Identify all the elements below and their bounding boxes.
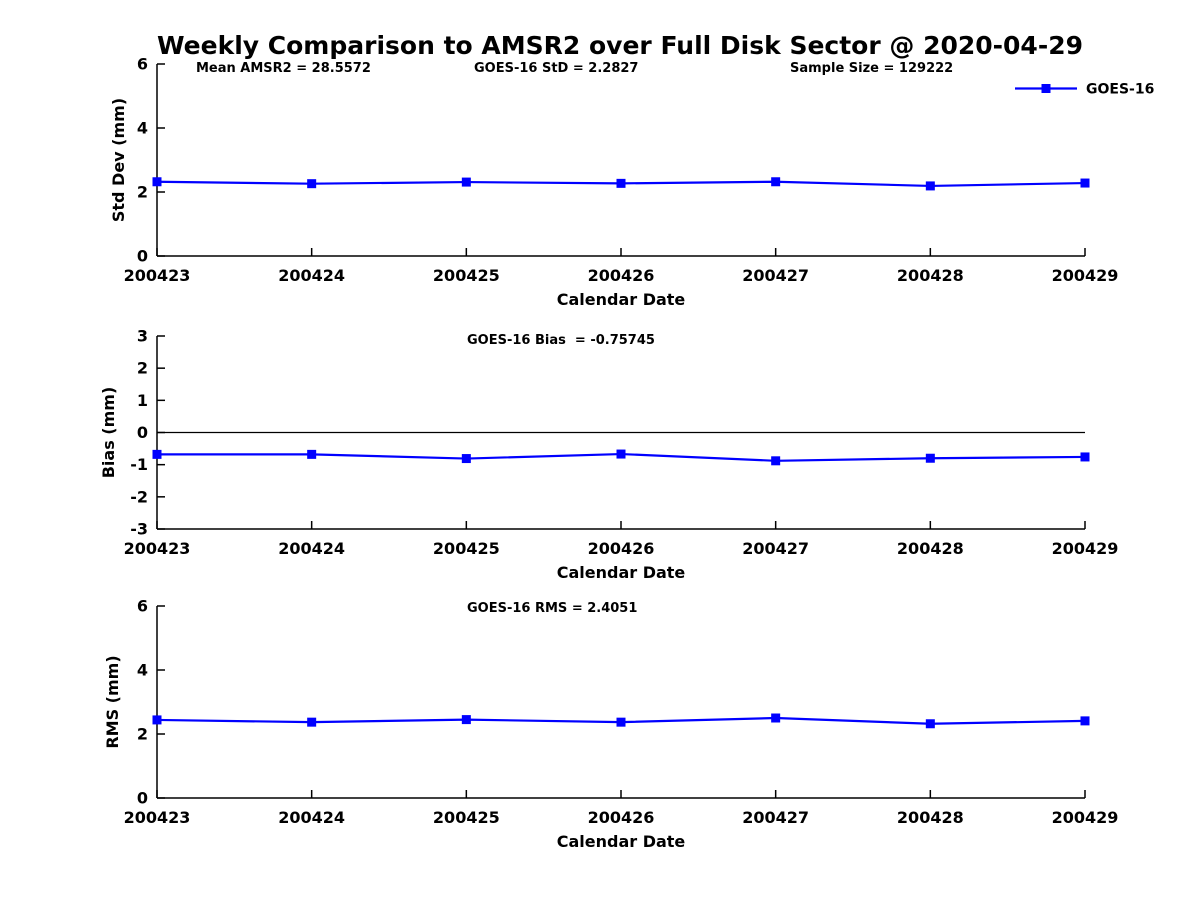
x-axis-title: Calendar Date — [557, 563, 686, 582]
y-tick-label: 2 — [137, 183, 148, 202]
x-tick-label: 200424 — [278, 808, 345, 827]
data-point-marker — [616, 717, 626, 727]
x-tick-label: 200426 — [588, 266, 655, 285]
x-tick-label: 200425 — [433, 266, 500, 285]
data-point-marker — [461, 715, 471, 725]
y-tick-label: 6 — [137, 55, 148, 74]
figure-title: Weekly Comparison to AMSR2 over Full Dis… — [156, 31, 1083, 60]
data-point-marker — [307, 449, 317, 459]
data-point-marker — [1080, 716, 1090, 726]
x-tick-label: 200428 — [897, 539, 964, 558]
data-point-marker — [1080, 178, 1090, 188]
x-tick-label: 200425 — [433, 808, 500, 827]
y-tick-label: 2 — [137, 725, 148, 744]
y-axis-title: Bias (mm) — [99, 387, 118, 479]
data-point-marker — [925, 453, 935, 463]
data-point-marker — [616, 449, 626, 459]
y-tick-label: 3 — [137, 327, 148, 346]
y-tick-label: -2 — [130, 487, 148, 506]
x-tick-label: 200427 — [742, 539, 809, 558]
x-tick-label: 200426 — [588, 539, 655, 558]
y-tick-label: 4 — [137, 119, 148, 138]
data-point-marker — [771, 713, 781, 723]
stat-annotation: GOES-16 Bias = -0.75745 — [467, 333, 655, 348]
y-tick-label: 0 — [137, 423, 148, 442]
y-tick-label: -1 — [130, 455, 148, 474]
stat-annotation: GOES-16 StD = 2.2827 — [474, 61, 638, 76]
y-tick-label: 4 — [137, 661, 148, 680]
x-tick-label: 200427 — [742, 266, 809, 285]
x-tick-label: 200424 — [278, 266, 345, 285]
x-tick-label: 200423 — [124, 266, 191, 285]
x-tick-label: 200429 — [1052, 539, 1119, 558]
legend-marker-icon — [1041, 84, 1051, 93]
subplot-bias: -3 -2 -1 0 1 2 3 200423 200424 200425 200426 200427… — [99, 327, 1118, 583]
data-point-marker — [307, 179, 317, 189]
y-axis-title: Std Dev (mm) — [109, 98, 128, 222]
x-tick-label: 200423 — [124, 539, 191, 558]
x-tick-label: 200425 — [433, 539, 500, 558]
data-point-marker — [925, 719, 935, 729]
y-axis-title: RMS (mm) — [103, 655, 122, 748]
subplot-rms: 0 2 4 6 200423 200424 200425 200426 200427 200428… — [103, 597, 1118, 852]
x-tick-label: 200428 — [897, 266, 964, 285]
y-tick-label: -3 — [130, 520, 148, 539]
stat-annotation: Sample Size = 129222 — [790, 61, 953, 76]
data-point-marker — [1080, 452, 1090, 462]
data-point-marker — [152, 177, 162, 187]
x-tick-label: 200428 — [897, 808, 964, 827]
x-tick-label: 200424 — [278, 539, 345, 558]
x-tick-label: 200423 — [124, 808, 191, 827]
x-tick-label: 200426 — [588, 808, 655, 827]
data-point-marker — [771, 177, 781, 187]
y-tick-label: 0 — [137, 247, 148, 266]
legend-label: GOES-16 — [1086, 82, 1154, 98]
x-axis-title: Calendar Date — [557, 290, 686, 309]
legend: GOES-16 — [1015, 82, 1154, 98]
y-tick-label: 1 — [137, 391, 148, 410]
data-point-marker — [616, 178, 626, 188]
y-tick-label: 2 — [137, 359, 148, 378]
data-point-marker — [152, 715, 162, 725]
data-point-marker — [925, 181, 935, 191]
y-tick-label: 6 — [137, 597, 148, 616]
x-axis-title: Calendar Date — [557, 832, 686, 851]
data-point-marker — [461, 177, 471, 187]
data-point-marker — [461, 454, 471, 464]
stat-annotation: GOES-16 RMS = 2.4051 — [467, 601, 637, 616]
x-tick-label: 200429 — [1052, 266, 1119, 285]
x-tick-label: 200427 — [742, 808, 809, 827]
data-point-marker — [152, 449, 162, 459]
y-tick-label: 0 — [137, 789, 148, 808]
data-point-marker — [771, 456, 781, 466]
data-point-marker — [307, 717, 317, 727]
subplot-std-dev: 0 2 4 6 200423 200424 200425 200426 200427 200428… — [109, 55, 1118, 310]
x-tick-label: 200429 — [1052, 808, 1119, 827]
stat-annotation: Mean AMSR2 = 28.5572 — [196, 61, 371, 76]
